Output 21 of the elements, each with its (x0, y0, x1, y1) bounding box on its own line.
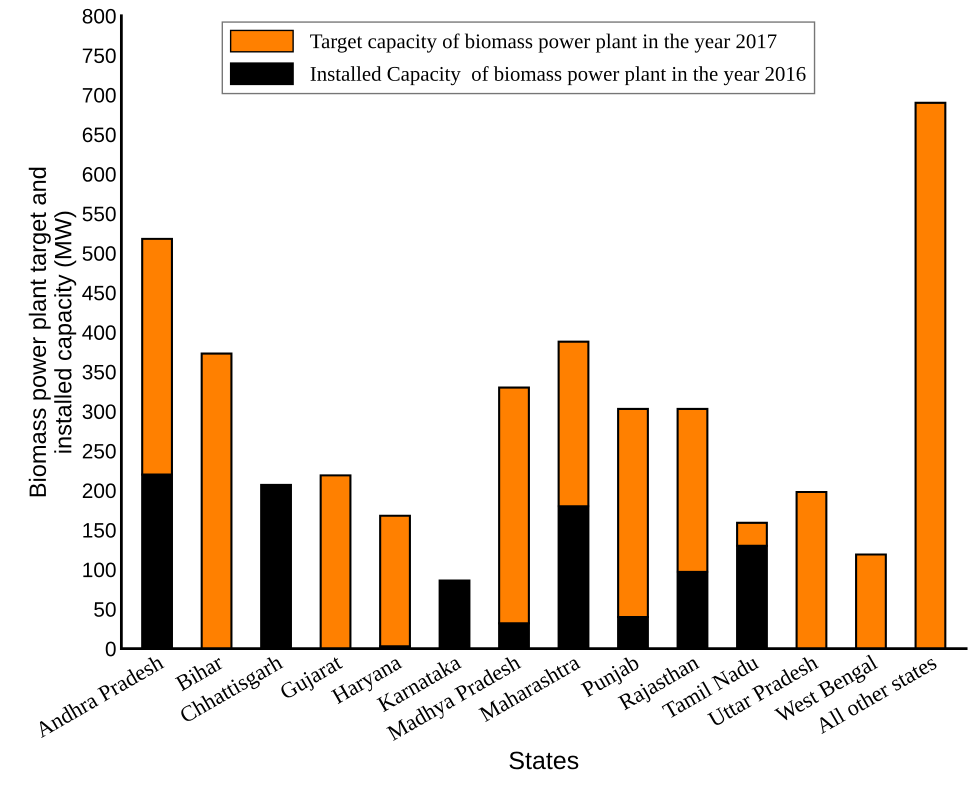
y-tick-label: 650 (82, 127, 116, 142)
y-tick-label: 450 (82, 286, 116, 300)
y-tick-label: 500 (82, 246, 116, 261)
y-tick-label: 350 (82, 364, 116, 380)
y-tick-label: 400 (82, 325, 116, 340)
y-tick-label: 150 (83, 522, 116, 538)
y-tick-label: 50 (94, 602, 116, 617)
legend-label: Installed Capacity of biomass power plant in the year 2016 (310, 66, 806, 86)
y-tick-label: 600 (82, 167, 116, 182)
y-tick-label: 750 (82, 48, 116, 64)
x-axis-title: States (509, 752, 578, 770)
y-tick-label: 800 (82, 8, 116, 24)
y-tick-label: 0 (106, 642, 116, 656)
y-tick-label: 250 (82, 444, 116, 459)
y-tick-label: 300 (82, 404, 116, 420)
legend-label: Target capacity of biomass power plant in the year 2017 (310, 33, 777, 53)
y-axis-title: Biomass power plant target and installed capacity (MW) (28, 168, 76, 496)
y-tick-label: 100 (83, 562, 116, 578)
y-tick-label: 700 (82, 88, 116, 103)
y-tick-label: 550 (82, 206, 116, 222)
y-tick-label: 200 (82, 483, 116, 498)
